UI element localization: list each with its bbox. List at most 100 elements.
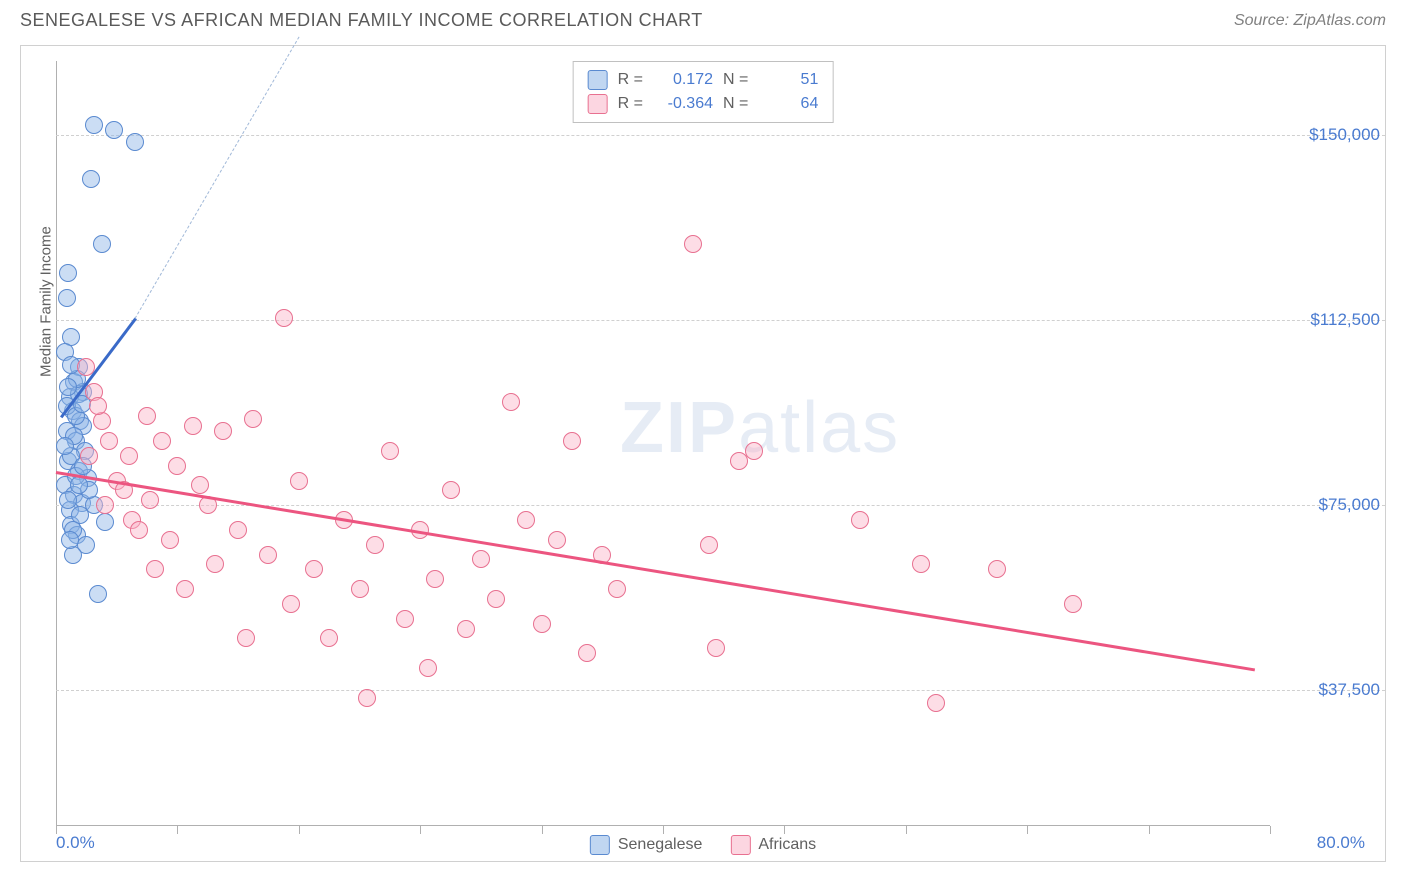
data-point: [153, 432, 171, 450]
data-point: [563, 432, 581, 450]
data-point: [358, 689, 376, 707]
y-tick-label: $112,500: [1310, 310, 1380, 330]
y-tick-label: $37,500: [1319, 680, 1380, 700]
data-point: [426, 570, 444, 588]
stat-r-label: R =: [618, 95, 643, 113]
data-point: [517, 511, 535, 529]
data-point: [608, 580, 626, 598]
chart-header: SENEGALESE VS AFRICAN MEDIAN FAMILY INCO…: [0, 0, 1406, 36]
data-point: [214, 422, 232, 440]
data-point: [229, 521, 247, 539]
data-point: [745, 442, 763, 460]
data-point: [206, 555, 224, 573]
x-axis-min-label: 0.0%: [56, 833, 95, 853]
y-tick-label: $75,000: [1319, 495, 1380, 515]
data-point: [161, 531, 179, 549]
swatch-pink-icon: [588, 94, 608, 114]
chart-title: SENEGALESE VS AFRICAN MEDIAN FAMILY INCO…: [20, 10, 703, 31]
data-point: [290, 472, 308, 490]
data-point: [138, 407, 156, 425]
stat-r-value-senegalese: 0.172: [653, 71, 713, 89]
data-point: [80, 447, 98, 465]
data-point: [82, 170, 100, 188]
data-point: [988, 560, 1006, 578]
data-point: [442, 481, 460, 499]
data-point: [912, 555, 930, 573]
stats-legend-box: R = 0.172 N = 51 R = -0.364 N = 64: [573, 61, 834, 123]
data-point: [381, 442, 399, 460]
data-point: [700, 536, 718, 554]
data-point: [184, 417, 202, 435]
trend-line-dashed: [134, 37, 299, 319]
data-point: [548, 531, 566, 549]
data-point: [419, 659, 437, 677]
x-tick: [663, 826, 664, 834]
trend-line: [56, 471, 1255, 671]
x-tick: [1149, 826, 1150, 834]
x-tick: [420, 826, 421, 834]
stat-r-value-africans: -0.364: [653, 95, 713, 113]
data-point: [70, 476, 88, 494]
x-tick: [542, 826, 543, 834]
stats-row-senegalese: R = 0.172 N = 51: [588, 68, 819, 92]
data-point: [105, 121, 123, 139]
data-point: [244, 410, 262, 428]
data-point: [396, 610, 414, 628]
data-point: [275, 309, 293, 327]
data-point: [126, 133, 144, 151]
stat-n-value-senegalese: 51: [758, 71, 818, 89]
watermark-atlas: atlas: [738, 388, 900, 468]
data-point: [58, 289, 76, 307]
data-point: [85, 116, 103, 134]
data-point: [96, 513, 114, 531]
data-point: [61, 531, 79, 549]
data-point: [59, 378, 77, 396]
data-point: [320, 629, 338, 647]
data-point: [305, 560, 323, 578]
data-point: [176, 580, 194, 598]
stat-n-label: N =: [723, 95, 748, 113]
plot-area: Median Family Income ZIPatlas $37,500$75…: [56, 61, 1270, 826]
gridline: [56, 690, 1385, 691]
stat-r-label: R =: [618, 71, 643, 89]
data-point: [472, 550, 490, 568]
data-point: [707, 639, 725, 657]
stats-row-africans: R = -0.364 N = 64: [588, 92, 819, 116]
stat-n-value-africans: 64: [758, 95, 818, 113]
data-point: [1064, 595, 1082, 613]
x-tick: [784, 826, 785, 834]
x-tick: [906, 826, 907, 834]
x-tick: [1027, 826, 1028, 834]
data-point: [93, 235, 111, 253]
legend-bottom: Senegalese Africans: [590, 835, 816, 855]
swatch-pink-icon: [730, 835, 750, 855]
data-point: [130, 521, 148, 539]
data-point: [237, 629, 255, 647]
data-point: [141, 491, 159, 509]
data-point: [56, 437, 74, 455]
legend-label-senegalese: Senegalese: [618, 836, 703, 854]
data-point: [120, 447, 138, 465]
stat-n-label: N =: [723, 71, 748, 89]
chart-container: Median Family Income ZIPatlas $37,500$75…: [20, 45, 1386, 862]
data-point: [684, 235, 702, 253]
data-point: [259, 546, 277, 564]
gridline: [56, 320, 1385, 321]
legend-item-africans: Africans: [730, 835, 816, 855]
x-tick: [177, 826, 178, 834]
data-point: [578, 644, 596, 662]
data-point: [146, 560, 164, 578]
chart-source: Source: ZipAtlas.com: [1234, 12, 1386, 30]
data-point: [191, 476, 209, 494]
y-axis-label: Median Family Income: [38, 226, 55, 377]
swatch-blue-icon: [588, 70, 608, 90]
data-point: [851, 511, 869, 529]
data-point: [96, 496, 114, 514]
data-point: [282, 595, 300, 613]
x-tick: [1270, 826, 1271, 834]
data-point: [927, 694, 945, 712]
legend-label-africans: Africans: [758, 836, 816, 854]
data-point: [366, 536, 384, 554]
y-tick-label: $150,000: [1309, 125, 1380, 145]
data-point: [487, 590, 505, 608]
